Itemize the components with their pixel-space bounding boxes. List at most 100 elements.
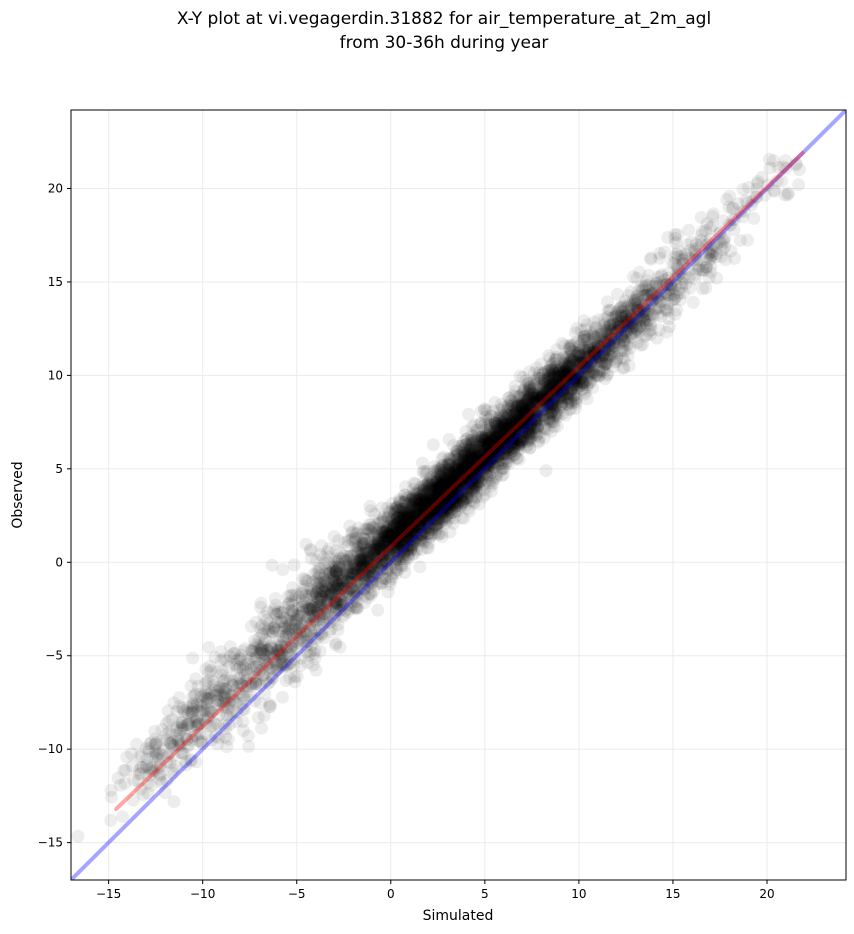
data-point — [260, 649, 274, 663]
data-point — [211, 717, 225, 731]
data-point — [283, 647, 297, 661]
data-point — [273, 644, 287, 658]
data-point — [170, 724, 184, 737]
data-point — [249, 615, 263, 629]
data-point — [300, 645, 314, 659]
data-point — [275, 614, 289, 628]
data-point — [255, 627, 269, 640]
data-point — [136, 761, 150, 774]
data-point — [166, 762, 180, 776]
data-point — [249, 663, 263, 676]
data-point — [247, 660, 261, 674]
data-point — [117, 764, 131, 777]
data-point — [285, 594, 299, 608]
data-point — [322, 583, 336, 597]
data-point — [287, 558, 301, 572]
data-point — [304, 602, 318, 616]
data-point — [195, 690, 208, 704]
data-point — [171, 732, 185, 746]
data-point — [285, 604, 299, 618]
data-point — [219, 694, 233, 708]
data-point — [235, 697, 249, 711]
data-point — [335, 589, 349, 603]
data-point — [162, 746, 176, 760]
data-point — [187, 728, 201, 742]
data-point — [296, 624, 310, 638]
data-point — [240, 654, 254, 668]
data-point — [223, 707, 237, 721]
data-point — [146, 765, 160, 779]
data-point — [140, 758, 154, 772]
data-point — [259, 674, 273, 688]
data-point — [238, 689, 251, 703]
data-point — [266, 670, 279, 684]
data-point — [273, 635, 287, 649]
data-point — [288, 593, 302, 607]
data-point — [254, 596, 268, 610]
data-point — [260, 643, 274, 657]
data-point — [235, 677, 249, 691]
data-point — [333, 566, 347, 580]
data-point — [189, 718, 202, 732]
data-point — [241, 666, 254, 680]
data-point — [286, 627, 300, 641]
data-point — [189, 729, 203, 743]
data-point — [367, 562, 381, 576]
data-point — [211, 737, 225, 751]
data-point — [257, 668, 271, 682]
data-point — [206, 719, 219, 733]
data-point — [253, 696, 267, 710]
data-point — [148, 744, 162, 758]
data-point — [190, 700, 204, 714]
data-point — [212, 708, 226, 722]
data-point — [270, 660, 284, 674]
data-point — [253, 643, 267, 657]
data-point — [220, 671, 234, 685]
data-point — [189, 672, 203, 686]
data-point — [253, 621, 267, 635]
data-point — [113, 778, 127, 792]
data-point — [251, 711, 265, 724]
data-point — [126, 793, 140, 807]
data-point — [288, 675, 302, 689]
data-point — [267, 619, 281, 633]
data-point — [330, 597, 343, 611]
data-point — [305, 584, 319, 598]
data-point — [304, 598, 318, 612]
data-point — [249, 651, 262, 665]
data-point — [254, 642, 268, 656]
data-point — [258, 633, 272, 647]
data-point — [265, 625, 279, 639]
data-point — [351, 526, 365, 540]
data-point — [284, 649, 297, 663]
data-point — [265, 662, 279, 676]
data-point — [308, 611, 322, 625]
data-point — [153, 769, 167, 783]
data-point — [181, 706, 195, 720]
data-point — [524, 431, 538, 445]
data-point — [312, 613, 326, 627]
data-point — [216, 688, 230, 702]
data-point — [274, 606, 288, 619]
data-point — [222, 718, 236, 732]
data-point — [171, 734, 185, 748]
data-point — [153, 767, 167, 781]
data-point — [218, 700, 232, 714]
data-point — [204, 733, 218, 747]
data-point — [189, 755, 203, 769]
data-point — [279, 629, 293, 643]
data-point — [208, 683, 222, 697]
data-point — [291, 636, 305, 650]
data-point — [310, 591, 324, 605]
data-point — [282, 619, 296, 632]
data-point — [136, 788, 150, 802]
data-point — [256, 669, 270, 683]
data-point — [281, 613, 294, 627]
data-point — [162, 714, 176, 728]
data-point — [288, 652, 301, 666]
data-point — [324, 587, 338, 601]
data-point — [341, 592, 355, 606]
data-point — [274, 656, 288, 670]
data-point — [268, 654, 281, 668]
data-point — [267, 621, 281, 635]
